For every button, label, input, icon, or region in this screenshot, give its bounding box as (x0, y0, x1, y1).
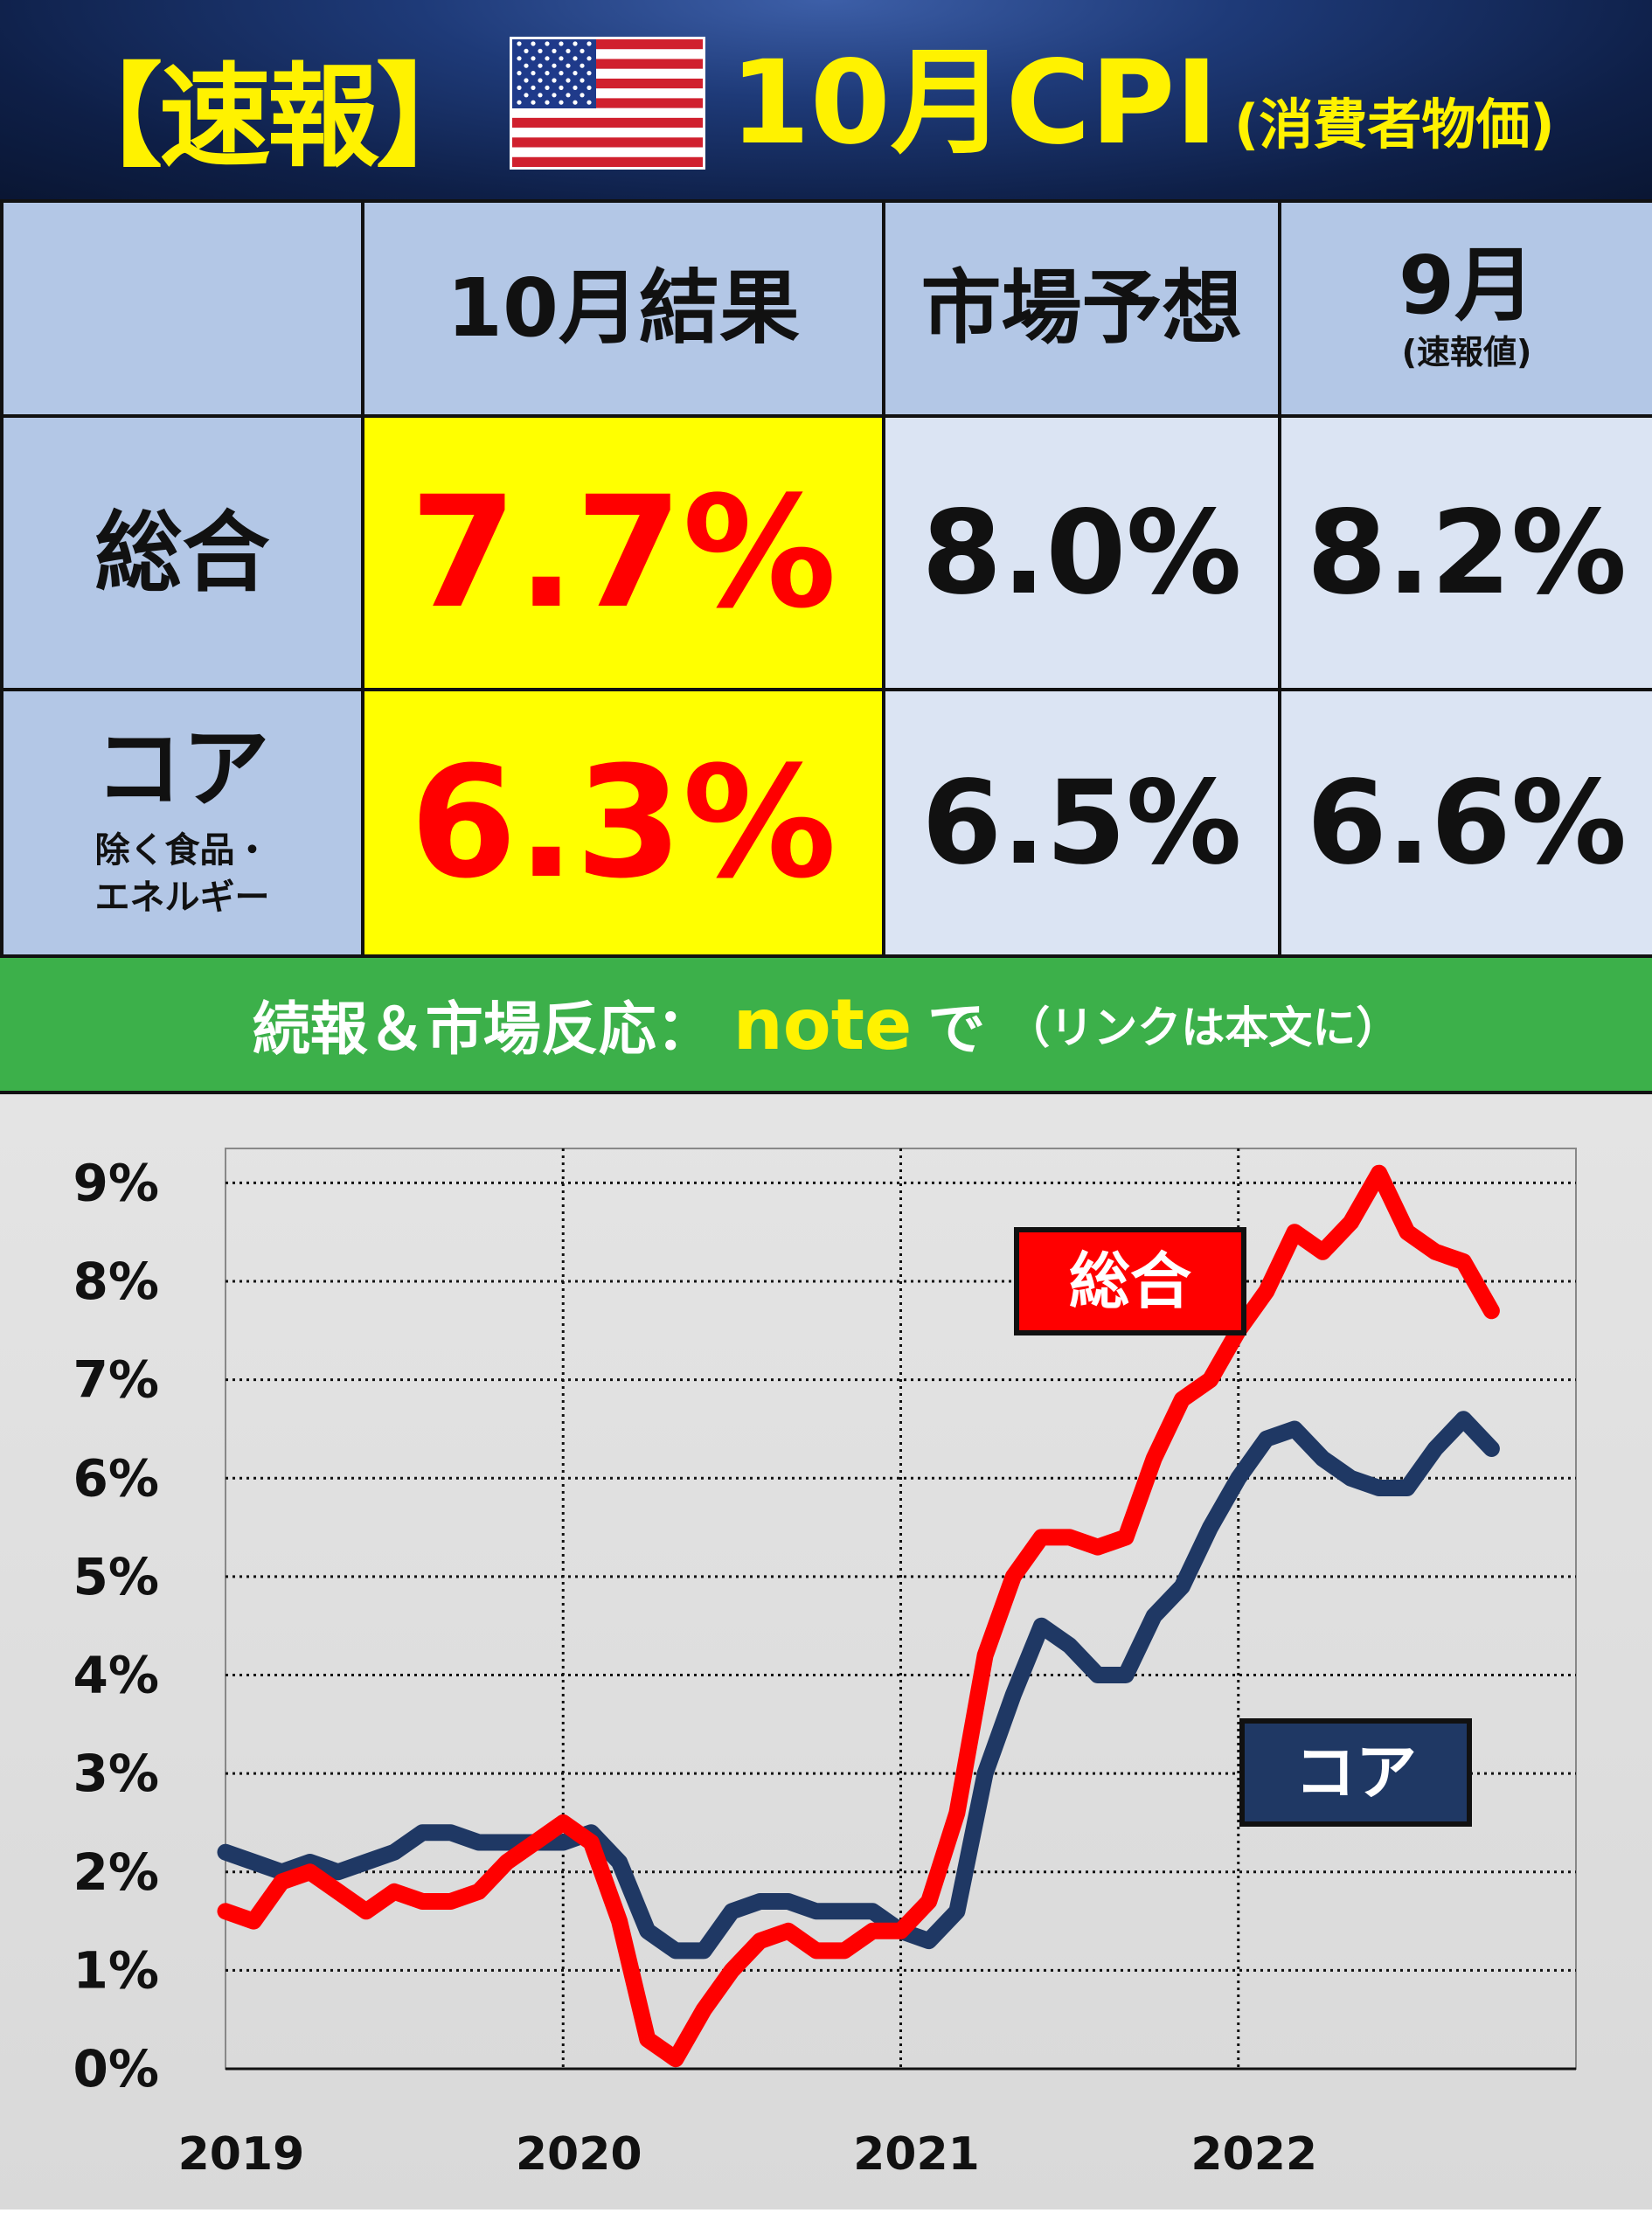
banner-text-de: で (927, 996, 986, 1063)
previous-month-note: (速報値) (1401, 333, 1532, 372)
y-tick-label: 9% (73, 1153, 159, 1212)
header-banner: 【速報】 10月CPI (消費者物価) (0, 0, 1652, 199)
y-tick-label: 1% (73, 1940, 159, 2000)
note-link-banner[interactable]: 続報＆市場反応： note で （リンクは本文に） (0, 954, 1652, 1094)
x-tick-label: 2021 (853, 2128, 980, 2181)
banner-text-main: 続報＆市場反応： (252, 996, 714, 1063)
table-header-forecast: 市場予想 (882, 199, 1281, 418)
core-forecast-value: 6.5% (882, 688, 1281, 958)
cpi-chart-area: 0% 1% 2% 3% 4% 5% 6% 7% 8% 9% 2019 2020 2021 2022 総合 … (0, 1094, 1652, 2210)
table-header-previous: 9月 (速報値) (1278, 199, 1652, 418)
series-line-core (217, 1411, 1500, 1960)
y-tick-label: 2% (73, 1842, 159, 1902)
headline-forecast-value: 8.0% (882, 414, 1281, 691)
y-tick-label: 0% (73, 2039, 159, 2099)
cpi-line-chart: 0% 1% 2% 3% 4% 5% 6% 7% 8% 9% 2019 2020 2021 2022 (0, 1094, 1652, 2213)
table-header-empty (0, 199, 364, 418)
page-subtitle: (消費者物価) (1234, 93, 1555, 156)
core-result-value: 6.3% (361, 688, 885, 958)
series-label-core: コア (1239, 1718, 1472, 1827)
y-tick-label: 7% (73, 1350, 159, 1410)
series-label-headline: 総合 (1014, 1227, 1246, 1335)
row-label-core: コア 除く食品・ エネルギー (0, 688, 364, 958)
x-tick-label: 2019 (178, 2128, 305, 2181)
banner-text-link-note: （リンクは本文に） (1006, 1002, 1400, 1053)
page-title: 10月CPI (730, 36, 1218, 170)
breaking-news-label: 【速報】 (51, 52, 488, 183)
series-line-headline (217, 1164, 1500, 2068)
cpi-results-table: 10月結果 市場予想 9月 (速報値) 総合 7.7% 8.0% 8.2% コア… (0, 199, 1652, 958)
y-tick-label: 4% (73, 1646, 159, 1705)
x-tick-label: 2022 (1190, 2128, 1317, 2181)
y-tick-label: 3% (73, 1744, 159, 1803)
us-flag-icon (510, 37, 705, 170)
table-row-headline: 総合 7.7% 8.0% 8.2% (0, 414, 1652, 691)
y-tick-label: 6% (73, 1448, 159, 1508)
table-row-core: コア 除く食品・ エネルギー 6.3% 6.5% 6.6% (0, 688, 1652, 958)
y-tick-label: 5% (73, 1547, 159, 1606)
table-header-row: 10月結果 市場予想 9月 (速報値) (0, 199, 1652, 418)
row-label-headline: 総合 (0, 414, 364, 691)
y-tick-label: 8% (73, 1252, 159, 1311)
x-tick-label: 2020 (516, 2128, 642, 2181)
previous-month-label: 9月 (1398, 239, 1535, 333)
core-previous-value: 6.6% (1278, 688, 1652, 958)
table-header-result: 10月結果 (361, 199, 885, 418)
core-note: 除く食品・ エネルギー (94, 829, 270, 918)
headline-previous-value: 8.2% (1278, 414, 1652, 691)
headline-result-value: 7.7% (361, 414, 885, 691)
banner-note-word: note (732, 983, 913, 1065)
